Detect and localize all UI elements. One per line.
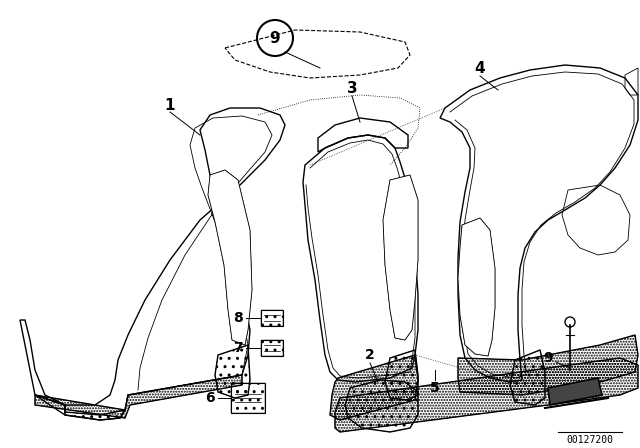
Text: 3: 3 xyxy=(347,81,357,95)
Text: 9: 9 xyxy=(543,351,553,365)
Polygon shape xyxy=(383,175,418,340)
Text: 00127200: 00127200 xyxy=(566,435,614,445)
Polygon shape xyxy=(548,378,602,405)
Text: 8: 8 xyxy=(233,311,243,325)
Text: 5: 5 xyxy=(430,381,440,395)
Text: 9: 9 xyxy=(269,30,280,46)
Text: 2: 2 xyxy=(365,348,375,362)
Polygon shape xyxy=(458,218,495,356)
Text: 4: 4 xyxy=(475,60,485,76)
Text: 7: 7 xyxy=(233,341,243,355)
Text: 6: 6 xyxy=(205,391,215,405)
Polygon shape xyxy=(208,170,252,345)
Text: 1: 1 xyxy=(164,98,175,112)
